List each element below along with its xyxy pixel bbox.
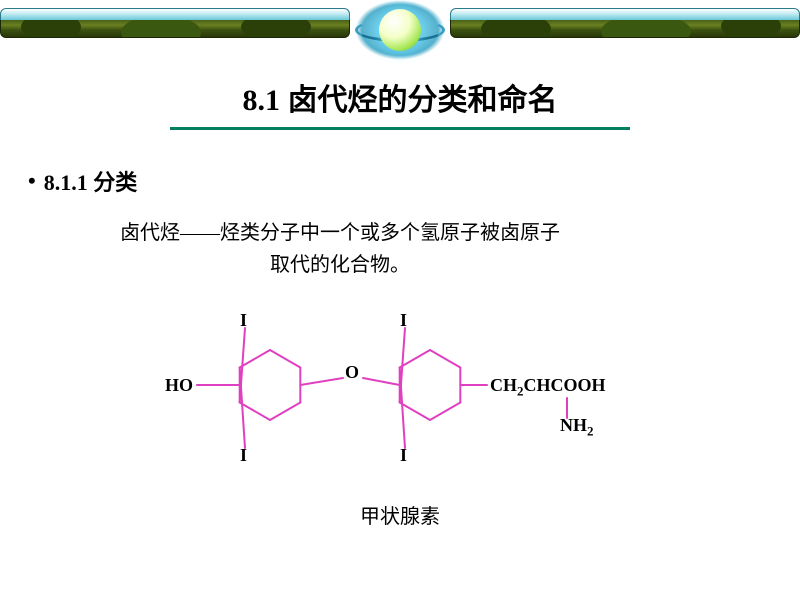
decorative-banner bbox=[0, 0, 800, 50]
section-number: 8.1.1 bbox=[44, 170, 88, 195]
label-i-2: I bbox=[240, 445, 247, 466]
bullet-icon: • bbox=[28, 168, 36, 193]
banner-orb bbox=[360, 0, 440, 65]
label-i-4: I bbox=[400, 445, 407, 466]
title-underline bbox=[170, 127, 630, 130]
label-i-1: I bbox=[240, 310, 247, 331]
definition-text: 卤代烃——烃类分子中一个或多个氢原子被卤原子 取代的化合物。 bbox=[120, 217, 800, 281]
structure-caption: 甲状腺素 bbox=[0, 500, 800, 529]
label-nh2: NH2 bbox=[560, 415, 594, 440]
definition-line2: 取代的化合物。 bbox=[270, 249, 800, 281]
label-ho: HO bbox=[165, 375, 193, 396]
label-o: O bbox=[345, 362, 359, 383]
banner-right bbox=[450, 8, 800, 38]
banner-left bbox=[0, 8, 350, 38]
section-heading: • 8.1.1 分类 bbox=[28, 165, 800, 197]
definition-line1: 卤代烃——烃类分子中一个或多个氢原子被卤原子 bbox=[120, 217, 800, 249]
section-name: 分类 bbox=[93, 170, 137, 195]
label-chain: CH2CHCOOH bbox=[490, 375, 606, 400]
label-i-3: I bbox=[400, 310, 407, 331]
slide-title-block: 8.1 卤代烃的分类和命名 bbox=[0, 75, 800, 130]
slide-title: 8.1 卤代烃的分类和命名 bbox=[243, 75, 558, 125]
chemical-structure: HO I I O I I CH2CHCOOH NH2 bbox=[165, 310, 665, 470]
